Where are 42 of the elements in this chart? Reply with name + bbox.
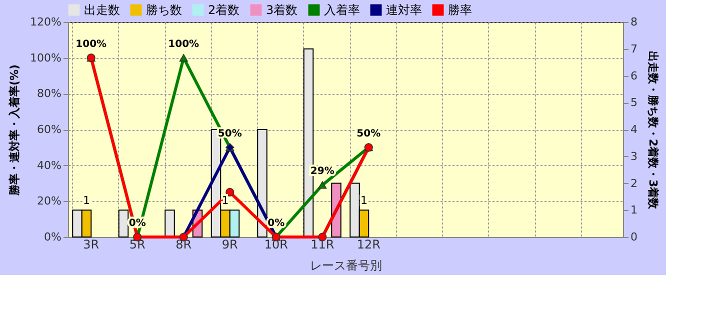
y-tick-label: 60% <box>37 123 62 136</box>
data-label: 1 <box>83 194 90 208</box>
bar <box>118 210 129 238</box>
data-label: 100% <box>168 38 200 50</box>
y-tick-label: 100% <box>30 51 62 64</box>
y2-tick-label: 7 <box>630 42 638 56</box>
y2-tick-label: 0 <box>630 230 638 244</box>
data-label: 50% <box>356 128 381 140</box>
y-tick-label: 120% <box>30 16 62 28</box>
legend-label: 連対率 <box>386 3 422 17</box>
legend-label: 勝ち数 <box>146 3 182 17</box>
y-tick-label: 0% <box>44 230 62 244</box>
legend-label: 入着率 <box>324 3 360 17</box>
y-tick-label: 20% <box>37 194 62 208</box>
y-tick-label: 40% <box>37 158 62 172</box>
y2-tick-label: 1 <box>630 204 638 217</box>
y2-axis-title: 出走数・勝ち数・2着数・3着数 <box>646 50 660 210</box>
data-label: 100% <box>76 38 107 50</box>
point <box>318 181 327 189</box>
data-label: 1 <box>360 194 368 208</box>
y2-tick-label: 3 <box>630 150 638 163</box>
bar <box>257 129 268 238</box>
y2-tick-label: 8 <box>630 16 638 28</box>
legend-label: 出走数 <box>84 3 120 17</box>
x-tick-label: 11R <box>310 238 334 252</box>
legend-label: 2着数 <box>208 3 240 17</box>
y2-tick-label: 6 <box>630 69 638 82</box>
x-tick-label: 8R <box>176 238 192 252</box>
x-tick-label: 3R <box>83 238 100 252</box>
x-tick-label: 12R <box>356 238 380 252</box>
y2-tick-label: 2 <box>630 176 638 190</box>
x-tick-label: 9R <box>222 238 238 252</box>
legend-label: 3着数 <box>266 3 298 17</box>
point <box>226 188 234 196</box>
point <box>179 54 188 62</box>
y2-tick-label: 5 <box>630 96 638 110</box>
x-axis-title: レース番号別 <box>310 258 382 272</box>
y-axis-title: 勝率・連対率・入着率(%) <box>8 64 22 197</box>
y-tick-label: 80% <box>37 87 62 100</box>
y2-tick-label: 4 <box>630 123 638 136</box>
legend-label: 勝率 <box>448 3 472 17</box>
bar <box>164 210 175 238</box>
